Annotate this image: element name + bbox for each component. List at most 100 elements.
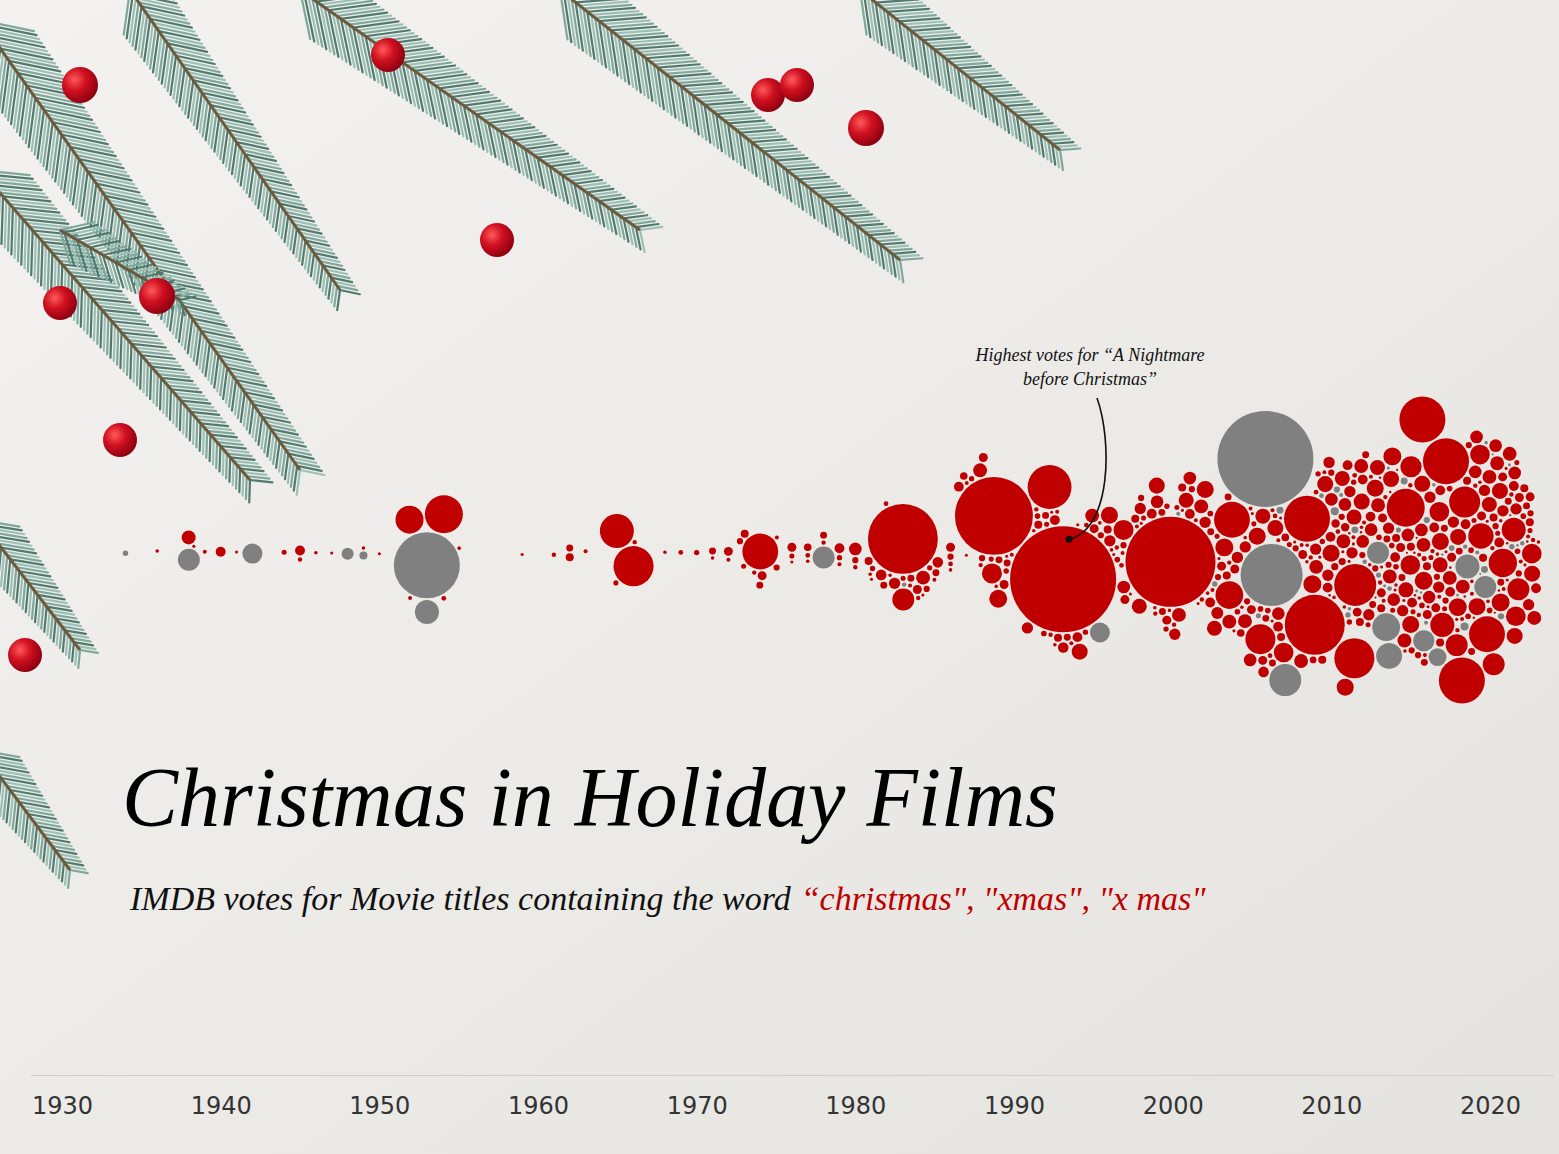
movie-bubble (1499, 519, 1503, 523)
movie-bubble (1319, 493, 1324, 498)
movie-bubble (1437, 595, 1441, 599)
movie-bubble (916, 596, 920, 600)
movie-bubble (1151, 495, 1164, 508)
movie-bubble (1507, 628, 1523, 644)
movie-bubble (1055, 510, 1059, 514)
movie-bubble (1502, 587, 1506, 591)
movie-bubble (1331, 519, 1339, 527)
movie-bubble (359, 552, 367, 560)
movie-bubble (1215, 538, 1233, 556)
movie-bubble (1455, 628, 1459, 632)
fir-needle (818, 193, 847, 195)
movie-bubble (1469, 616, 1505, 652)
fir-needle (194, 416, 222, 419)
fir-needle (982, 85, 1012, 87)
fir-needle (887, 9, 928, 12)
movie-bubble (752, 570, 756, 574)
fir-needle (834, 205, 862, 207)
fir-needle (248, 480, 251, 502)
movie-bubble (1215, 581, 1243, 609)
movie-bubble (1474, 576, 1496, 598)
fir-needle (1001, 101, 1028, 103)
movie-bubble (1310, 657, 1317, 664)
movie-bubble (1207, 511, 1213, 517)
movie-bubble (1387, 489, 1425, 527)
movie-bubble (1492, 483, 1508, 499)
movie-bubble (1256, 613, 1261, 618)
movie-bubble (1430, 613, 1454, 637)
fir-needle (736, 127, 772, 130)
movie-bubble (1004, 568, 1009, 573)
movie-bubble (1334, 486, 1340, 492)
subtitle: IMDB votes for Movie titles containing t… (129, 880, 1206, 917)
fir-needle (640, 227, 662, 230)
fir-stem (0, 520, 80, 650)
movie-bubble (979, 453, 988, 462)
movie-bubble (1414, 594, 1417, 597)
fir-needle (91, 299, 92, 338)
movie-bubble (1531, 538, 1535, 542)
movie-bubble (1370, 460, 1385, 475)
fir-needle (134, 348, 135, 382)
movie-bubble (1117, 581, 1130, 594)
fir-needle (638, 52, 645, 95)
movie-bubble (1389, 543, 1395, 549)
movie-bubble (1348, 560, 1351, 563)
fir-needle (568, 0, 575, 45)
fir-needle (197, 420, 225, 423)
movie-bubble (837, 562, 841, 566)
movie-bubble (1069, 641, 1073, 645)
movie-bubble (1514, 460, 1519, 465)
movie-bubble (1432, 533, 1449, 550)
movie-bubble (1430, 549, 1434, 553)
fir-needle (744, 133, 779, 136)
movie-bubble (978, 563, 982, 567)
movie-bubble (1334, 638, 1374, 678)
movie-bubble (408, 596, 412, 600)
movie-bubble (1318, 656, 1326, 664)
movie-bubble (1374, 596, 1376, 598)
fir-needle (187, 408, 216, 411)
movie-bubble (1090, 524, 1099, 533)
movie-bubble (1294, 654, 1308, 668)
fir-needle (178, 397, 208, 400)
movie-bubble (1406, 552, 1408, 554)
movie-bubble (663, 550, 667, 554)
berry (780, 68, 814, 102)
movie-bubble (613, 580, 618, 585)
movie-bubble (1076, 523, 1079, 526)
movie-bubble (1465, 613, 1471, 619)
movie-bubble (425, 495, 463, 533)
fir-needle (915, 31, 953, 34)
fir-needle (235, 465, 238, 489)
movie-bubble (1298, 550, 1307, 559)
fir-needle (185, 408, 188, 437)
fir-needle (311, 253, 314, 276)
movie-bubble (1258, 667, 1269, 678)
fir-needle (191, 412, 219, 415)
movie-bubble (1356, 535, 1369, 548)
movie-bubble (1396, 527, 1401, 532)
fir-needle (20, 575, 23, 606)
fir-needle (294, 466, 297, 491)
movie-bubble (1022, 622, 1033, 633)
movie-bubble (342, 548, 354, 560)
fir-needle (946, 56, 980, 59)
fir-needle (23, 90, 30, 140)
fir-needle (0, 174, 33, 179)
movie-bubble (908, 584, 912, 588)
fir-needle (923, 37, 960, 40)
movie-bubble (1121, 551, 1125, 555)
movie-bubble (1272, 607, 1285, 620)
fir-needle (4, 555, 7, 589)
movie-bubble (1309, 560, 1323, 574)
movie-bubble (1385, 562, 1391, 568)
axis-line (31, 1075, 1554, 1076)
fir-needle (16, 571, 19, 602)
movie-bubble (1336, 529, 1341, 534)
fir-needle (791, 171, 822, 173)
movie-bubble (1217, 411, 1313, 507)
fir-needle (0, 170, 30, 175)
movie-bubble (775, 536, 779, 540)
movie-bubble (1058, 642, 1069, 653)
